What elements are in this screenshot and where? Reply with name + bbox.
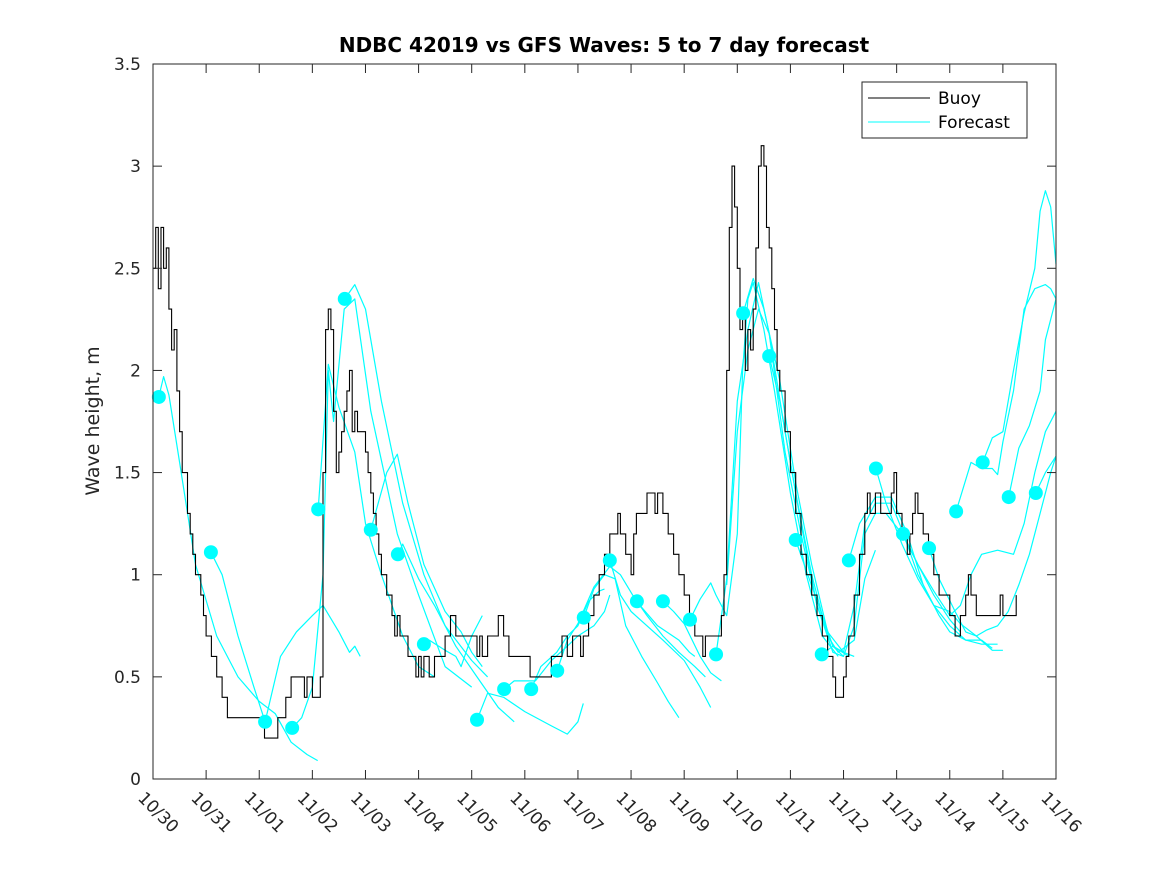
forecast-line (662, 600, 722, 682)
forecast-line (344, 284, 489, 678)
forecast-line (397, 543, 515, 723)
forecast-start-marker (841, 553, 856, 568)
forecast-start-marker (285, 720, 300, 735)
forecast-start-marker (1001, 490, 1016, 505)
forecast-start-marker (337, 291, 352, 306)
forecast-start-marker (311, 502, 326, 517)
buoy-series (153, 145, 1017, 739)
forecast-line (982, 190, 1057, 463)
forecast-start-marker (629, 594, 644, 609)
forecast-start-marker (975, 455, 990, 470)
y-tick-label: 2.5 (114, 259, 141, 279)
forecast-start-marker (390, 547, 405, 562)
forecast-start-marker (576, 610, 591, 625)
forecast-start-marker (258, 714, 273, 729)
legend-box (861, 81, 1028, 139)
y-tick-label: 1 (130, 566, 141, 586)
forecast-line (795, 512, 961, 658)
forecast-start-marker (896, 526, 911, 541)
forecast-start-marker (524, 682, 539, 697)
forecast-start-marker (683, 612, 698, 627)
plot-area (153, 64, 1056, 779)
forecast-start-marker (655, 594, 670, 609)
y-tick-label: 0.5 (114, 668, 141, 688)
y-axis-label: Wave height, m (82, 346, 104, 495)
forecast-line (158, 376, 318, 762)
forecast-line (476, 692, 584, 735)
forecast-line (875, 468, 1003, 651)
axes-box (152, 63, 1057, 780)
forecast-line (609, 560, 712, 708)
y-tick-label: 3 (130, 157, 141, 177)
legend-label-buoy: Buoy (938, 89, 981, 109)
y-tick-label: 0 (130, 770, 141, 790)
forecast-markers (151, 291, 1043, 735)
y-tick-label: 3.5 (114, 55, 141, 75)
forecast-line (928, 456, 1057, 637)
y-tick-label: 1.5 (114, 464, 141, 484)
y-axis: 0 0.5 1 1.5 2 2.5 3 3.5 (114, 55, 1056, 790)
forecast-start-marker (497, 682, 512, 697)
forecast-line (821, 502, 993, 655)
buoy-line (153, 145, 1017, 739)
forecast-line (1035, 455, 1057, 494)
y-tick-label: 2 (130, 361, 141, 381)
forecast-start-marker (949, 504, 964, 519)
forecast-line (1008, 298, 1057, 498)
forecast-start-marker (814, 647, 829, 662)
forecast-line (556, 565, 696, 671)
forecast-line (636, 600, 706, 678)
forecast-line (210, 551, 266, 722)
forecast-start-marker (602, 553, 617, 568)
forecast-start-marker (151, 389, 166, 404)
forecast-start-marker (709, 647, 724, 662)
forecast-start-marker (736, 306, 751, 321)
forecast-start-marker (203, 545, 218, 560)
legend-label-forecast: Forecast (938, 113, 1010, 133)
forecast-line (583, 574, 680, 719)
forecast-start-marker (922, 541, 937, 556)
forecast-start-marker (1028, 486, 1043, 500)
forecast-start-marker (550, 663, 565, 678)
forecast-start-marker (788, 532, 803, 547)
chart-title: NDBC 42019 vs GFS Waves: 5 to 7 day fore… (339, 33, 870, 57)
forecast-line (902, 411, 1057, 617)
forecast-start-marker (868, 461, 883, 476)
legend: Buoy Forecast (861, 81, 1028, 139)
forecast-start-marker (470, 712, 485, 727)
forecast-start-marker (363, 522, 378, 537)
forecast-start-marker (416, 637, 431, 652)
forecast-start-marker (762, 349, 777, 364)
